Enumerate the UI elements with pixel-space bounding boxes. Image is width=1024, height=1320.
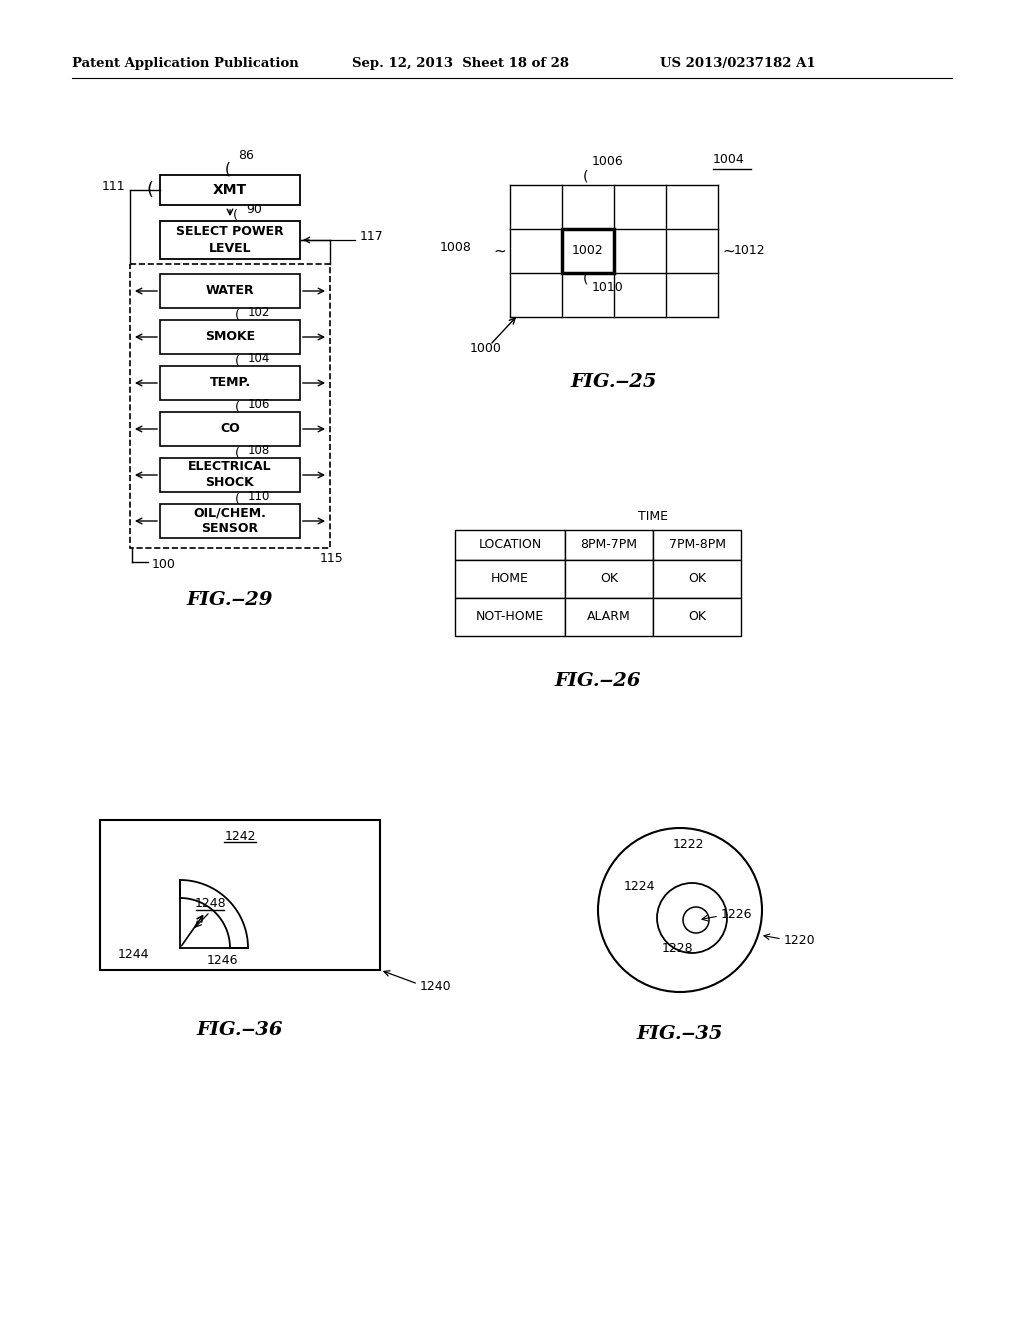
Text: 1010: 1010 (592, 281, 624, 294)
Text: (: ( (234, 401, 240, 414)
Text: 102: 102 (248, 306, 270, 319)
Text: NOT-HOME: NOT-HOME (476, 610, 544, 623)
Text: OIL/CHEM.
SENSOR: OIL/CHEM. SENSOR (194, 507, 266, 536)
Text: 8PM-7PM: 8PM-7PM (581, 539, 638, 552)
Text: FIG.‒29: FIG.‒29 (186, 591, 273, 609)
Text: FIG.‒25: FIG.‒25 (570, 374, 657, 391)
Bar (160, 319, 300, 354)
Text: ALARM: ALARM (587, 610, 631, 623)
Text: 1248: 1248 (195, 898, 226, 911)
Text: 100: 100 (152, 558, 176, 572)
Text: 1000: 1000 (470, 342, 502, 355)
Text: TIME: TIME (638, 510, 668, 523)
Text: 86: 86 (238, 149, 254, 162)
Text: (: ( (584, 272, 589, 286)
Text: OK: OK (688, 573, 706, 586)
Text: (: ( (584, 170, 589, 183)
Text: 106: 106 (248, 399, 270, 411)
Text: HOME: HOME (492, 573, 529, 586)
Text: ~: ~ (722, 243, 735, 259)
Text: 1006: 1006 (592, 154, 624, 168)
Text: US 2013/0237182 A1: US 2013/0237182 A1 (660, 57, 816, 70)
Text: 111: 111 (101, 180, 125, 193)
Bar (160, 176, 300, 205)
Text: LOCATION: LOCATION (478, 539, 542, 552)
Text: ELECTRICAL
SHOCK: ELECTRICAL SHOCK (188, 461, 271, 490)
Text: Patent Application Publication: Patent Application Publication (72, 57, 299, 70)
Text: 104: 104 (248, 352, 270, 366)
Text: 1228: 1228 (662, 941, 693, 954)
Text: 1012: 1012 (734, 244, 766, 257)
Text: FIG.‒36: FIG.‒36 (197, 1020, 284, 1039)
Text: 1222: 1222 (672, 837, 703, 850)
Text: 1246: 1246 (206, 953, 238, 966)
Text: (: ( (146, 181, 154, 199)
Text: 1224: 1224 (624, 880, 655, 894)
Bar (130, 264, 330, 548)
Text: (: ( (234, 447, 240, 461)
Text: FIG.‒35: FIG.‒35 (637, 1026, 723, 1043)
Text: Sep. 12, 2013  Sheet 18 of 28: Sep. 12, 2013 Sheet 18 of 28 (352, 57, 569, 70)
Text: (: ( (232, 209, 238, 222)
Text: SMOKE: SMOKE (205, 330, 255, 343)
Text: OK: OK (600, 573, 618, 586)
Text: 1004: 1004 (713, 153, 744, 166)
Bar (565, 531, 653, 560)
Bar (653, 531, 741, 560)
Bar (160, 220, 300, 259)
Text: (: ( (225, 161, 231, 177)
Text: 1226: 1226 (721, 908, 753, 921)
Text: 117: 117 (360, 230, 384, 243)
Text: CO: CO (220, 422, 240, 436)
Bar (160, 366, 300, 400)
Text: 115: 115 (319, 552, 344, 565)
Bar (565, 560, 653, 598)
Text: OK: OK (688, 610, 706, 623)
Text: 1008: 1008 (440, 242, 472, 253)
Text: 1220: 1220 (784, 933, 816, 946)
Bar (653, 560, 741, 598)
Text: SELECT POWER
LEVEL: SELECT POWER LEVEL (176, 224, 284, 255)
Text: 108: 108 (248, 444, 270, 457)
Bar (455, 560, 565, 598)
Bar (455, 598, 565, 636)
Bar (565, 598, 653, 636)
Text: 1244: 1244 (118, 949, 150, 961)
Text: TEMP.: TEMP. (210, 376, 251, 389)
Text: 1240: 1240 (420, 979, 452, 993)
Text: WATER: WATER (206, 285, 254, 297)
Text: 1002: 1002 (572, 244, 604, 257)
Text: 1242: 1242 (224, 829, 256, 842)
Text: ~: ~ (494, 243, 507, 259)
Text: (: ( (234, 309, 240, 322)
Text: 110: 110 (248, 490, 270, 503)
Text: FIG.‒26: FIG.‒26 (555, 672, 641, 690)
Text: (: ( (234, 494, 240, 507)
Text: XMT: XMT (213, 183, 247, 197)
Bar (160, 275, 300, 308)
Text: (: ( (234, 355, 240, 368)
Bar (562, 228, 614, 273)
Bar (455, 531, 565, 560)
Bar (653, 598, 741, 636)
Bar (160, 504, 300, 539)
Bar (100, 820, 380, 970)
Text: 7PM-8PM: 7PM-8PM (669, 539, 725, 552)
Text: 90: 90 (246, 203, 262, 216)
Bar (160, 412, 300, 446)
Bar (160, 458, 300, 492)
